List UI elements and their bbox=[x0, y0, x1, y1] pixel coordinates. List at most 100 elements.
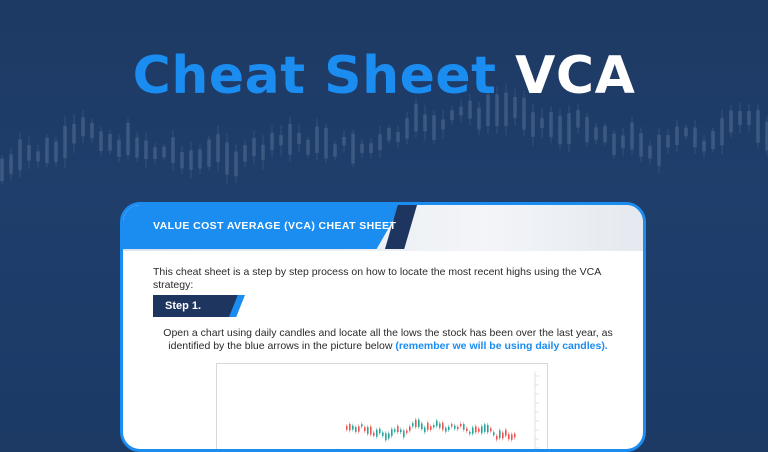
bg-candle-body bbox=[684, 127, 688, 137]
intro-text: This cheat sheet is a step by step proce… bbox=[153, 266, 601, 291]
hero-title: Cheat Sheet VCA bbox=[0, 46, 768, 106]
bg-candle-body bbox=[567, 113, 571, 145]
bg-candle-body bbox=[234, 151, 238, 177]
mini-candle-body bbox=[505, 429, 507, 436]
bg-candle-body bbox=[261, 144, 265, 160]
bg-candle-body bbox=[324, 127, 328, 159]
bg-candle-body bbox=[54, 141, 58, 163]
example-candlestick-chart bbox=[337, 372, 539, 449]
step-body-text: Open a chart using daily candles and loc… bbox=[153, 327, 623, 353]
mini-candle-body bbox=[454, 425, 456, 429]
bg-candle-body bbox=[63, 125, 67, 159]
mini-candle-body bbox=[451, 424, 453, 427]
bg-candle-body bbox=[585, 117, 589, 143]
bg-candle-body bbox=[405, 118, 409, 139]
bg-candle-body bbox=[90, 122, 94, 139]
bg-candle-body bbox=[729, 110, 733, 133]
mini-candle-body bbox=[469, 431, 471, 434]
mini-candle-body bbox=[385, 433, 387, 441]
bg-candle-body bbox=[99, 131, 103, 152]
mini-candle-body bbox=[367, 427, 369, 434]
bg-candle-body bbox=[27, 145, 31, 161]
bg-candle-body bbox=[315, 126, 319, 153]
bg-candle-body bbox=[468, 100, 472, 119]
mini-candle-body bbox=[352, 425, 354, 430]
bg-candle-body bbox=[360, 143, 364, 154]
header-blue-band bbox=[123, 205, 402, 249]
bg-candle-body bbox=[297, 132, 301, 145]
mini-candle-body bbox=[439, 423, 441, 428]
bg-candle-body bbox=[522, 97, 526, 130]
bg-candle-body bbox=[243, 145, 247, 162]
bg-candle-body bbox=[18, 139, 22, 171]
bg-candle-body bbox=[648, 145, 652, 159]
mini-candle-body bbox=[370, 426, 372, 435]
mini-candle-body bbox=[508, 434, 510, 440]
bg-candle-body bbox=[396, 131, 400, 143]
bg-candle-body bbox=[144, 140, 148, 159]
mini-candle-body bbox=[463, 424, 465, 430]
bg-candle-body bbox=[432, 115, 436, 140]
bg-candle-body bbox=[513, 96, 517, 118]
mini-candle-body bbox=[376, 429, 378, 437]
bg-candle-body bbox=[225, 142, 229, 175]
mini-candle-body bbox=[445, 428, 447, 432]
bg-candle-body bbox=[216, 134, 220, 163]
bg-candle-body bbox=[657, 134, 661, 166]
bg-candle-body bbox=[639, 133, 643, 157]
step-label: Step 1. bbox=[165, 300, 202, 312]
mini-candle-body bbox=[424, 427, 426, 433]
mini-candle-body bbox=[436, 420, 438, 427]
bg-candle-body bbox=[333, 144, 337, 157]
bg-candle-body bbox=[621, 135, 625, 149]
bg-candle-body bbox=[9, 154, 13, 174]
bg-candle-body bbox=[180, 151, 184, 169]
bg-candle-body bbox=[207, 139, 211, 167]
mini-candle-body bbox=[514, 433, 516, 438]
bg-candle-body bbox=[459, 106, 463, 116]
bg-candle-body bbox=[279, 135, 283, 146]
mini-candle-body bbox=[349, 424, 351, 431]
bg-candle-body bbox=[693, 127, 697, 148]
mini-candle-body bbox=[382, 432, 384, 436]
mini-candle-body bbox=[448, 426, 450, 431]
mini-candle-body bbox=[442, 422, 444, 430]
bg-candle-body bbox=[198, 149, 202, 169]
mini-candle-body bbox=[430, 426, 432, 430]
example-chart-image bbox=[216, 363, 548, 449]
bg-candle-body bbox=[666, 135, 670, 148]
bg-candle-body bbox=[702, 140, 706, 152]
mini-candle-body bbox=[373, 432, 375, 436]
bg-candle-body bbox=[0, 158, 4, 182]
mini-candle-body bbox=[400, 429, 402, 433]
mini-candle-body bbox=[421, 423, 423, 430]
mini-candle-body bbox=[412, 423, 414, 427]
bg-candle-body bbox=[423, 114, 427, 132]
background-candlestick-chart bbox=[0, 83, 768, 185]
bg-candle-body bbox=[369, 143, 373, 153]
bg-candle-body bbox=[477, 107, 481, 130]
bg-candle-body bbox=[252, 138, 256, 157]
bg-candle-body bbox=[387, 128, 391, 141]
bg-candle-body bbox=[288, 123, 292, 155]
bg-candle-body bbox=[747, 110, 751, 125]
mini-candle-body bbox=[391, 429, 393, 437]
mini-candle-body bbox=[388, 433, 390, 439]
bg-candle-body bbox=[711, 130, 715, 150]
bg-candle-body bbox=[189, 150, 193, 170]
mini-candle-body bbox=[475, 426, 477, 433]
bg-candle-body bbox=[549, 111, 553, 137]
mini-candle-body bbox=[472, 427, 474, 434]
bg-candle-body bbox=[756, 110, 760, 143]
bg-candle-body bbox=[45, 137, 49, 164]
hero-title-accent: Cheat Sheet bbox=[132, 46, 497, 106]
mini-candle-body bbox=[460, 423, 462, 427]
bg-candle-body bbox=[540, 118, 544, 129]
bg-candle-body bbox=[558, 115, 562, 145]
mini-candle-body bbox=[427, 422, 429, 430]
card-header-title: VALUE COST AVERAGE (VCA) CHEAT SHEET bbox=[153, 220, 397, 232]
mini-candle-body bbox=[358, 426, 360, 432]
bg-candle-body bbox=[603, 126, 607, 143]
mini-candle-body bbox=[481, 426, 483, 434]
bg-candle-body bbox=[126, 123, 130, 156]
